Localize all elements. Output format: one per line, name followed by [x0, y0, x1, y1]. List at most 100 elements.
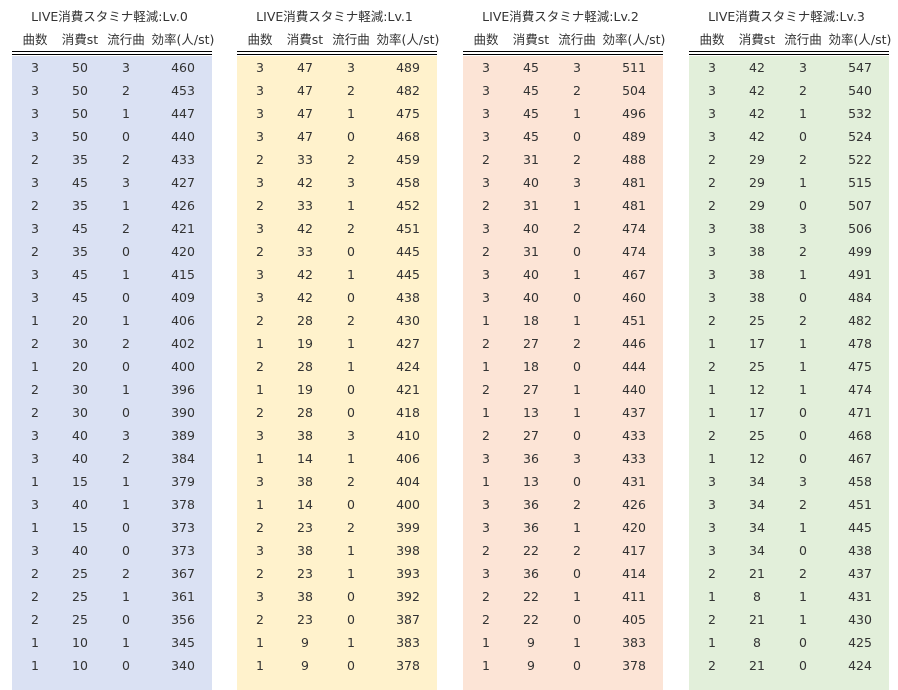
table-cell: 383	[396, 635, 420, 650]
table-row: 3 45 0 409	[2, 286, 217, 309]
table-cell: 14	[297, 451, 313, 466]
table-cell: 15	[72, 474, 88, 489]
table-cell: 399	[396, 520, 420, 535]
table-cell: 2	[256, 566, 264, 581]
table-cell: 47	[297, 83, 313, 98]
column-header: 効率(人/st)	[376, 32, 440, 47]
table-cell: 467	[848, 451, 872, 466]
table-cell: 45	[523, 83, 539, 98]
table-cell: 29	[749, 175, 765, 190]
table-cell: 0	[122, 129, 130, 144]
table-cell: 3	[31, 60, 39, 75]
table-cell: 1	[31, 658, 39, 673]
table-cell: 361	[171, 589, 195, 604]
table-cell: 3	[708, 129, 716, 144]
table-cell: 3	[708, 244, 716, 259]
table-cell: 1	[122, 635, 130, 650]
column-header: 流行曲	[558, 32, 596, 47]
table-row: 3 38 1 398	[227, 539, 442, 562]
table-cell: 9	[301, 635, 309, 650]
stamina-table-lv1: LIVE消費スタミナ軽減:Lv.1 曲数 消費st 流行曲 効率(人/st) 3 47 3 48…	[227, 0, 442, 690]
table-cell: 396	[171, 382, 195, 397]
table-cell: 1	[347, 635, 355, 650]
table-cell: 345	[171, 635, 195, 650]
table-row: 1 9 0 378	[227, 654, 442, 677]
table-cell: 3	[708, 543, 716, 558]
table-cell: 3	[708, 497, 716, 512]
table-cell: 2	[347, 83, 355, 98]
table-cell: 3	[482, 520, 490, 535]
table-cell: 21	[749, 658, 765, 673]
table-cell: 47	[297, 129, 313, 144]
table-cell: 45	[523, 106, 539, 121]
table-cell: 430	[848, 612, 872, 627]
table-cell: 25	[749, 428, 765, 443]
table-cell: 3	[31, 428, 39, 443]
column-header: 流行曲	[332, 32, 370, 47]
table-cell: 421	[171, 221, 195, 236]
table-row: 2 29 1 515	[679, 171, 894, 194]
table-cell: 1	[573, 635, 581, 650]
table-cell: 373	[171, 543, 195, 558]
table-row: 2 29 2 522	[679, 148, 894, 171]
table-row: 2 25 1 475	[679, 355, 894, 378]
table-cell: 481	[622, 198, 646, 213]
table-cell: 3	[31, 106, 39, 121]
table-cell: 42	[749, 83, 765, 98]
table-cell: 1	[799, 106, 807, 121]
table-cell: 3	[482, 497, 490, 512]
table-row: 2 27 2 446	[453, 332, 668, 355]
table-cell: 1	[256, 635, 264, 650]
table-cell: 496	[622, 106, 646, 121]
table-cell: 400	[171, 359, 195, 374]
table-cell: 10	[72, 635, 88, 650]
column-header: 流行曲	[784, 32, 822, 47]
table-cell: 33	[297, 152, 313, 167]
table-cell: 2	[708, 428, 716, 443]
table-cell: 3	[31, 451, 39, 466]
table-cell: 3	[256, 290, 264, 305]
table-title: LIVE消費スタミナ軽減:Lv.0	[31, 9, 188, 24]
table-cell: 3	[256, 83, 264, 98]
table-cell: 0	[122, 612, 130, 627]
table-cell: 489	[622, 129, 646, 144]
table-cell: 30	[72, 336, 88, 351]
table-cell: 25	[72, 589, 88, 604]
table-row: 3 40 3 481	[453, 171, 668, 194]
table-body: 3 42 3 547 3 42 2 540 3 42 1 532 3 42 0 524 2 29 2 522 2 29 1 5…	[679, 56, 894, 677]
table-cell: 21	[749, 612, 765, 627]
table-cell: 33	[297, 198, 313, 213]
table-row: 3 38 2 404	[227, 470, 442, 493]
table-cell: 40	[523, 221, 539, 236]
table-cell: 22	[523, 612, 539, 627]
table-row: 2 21 0 424	[679, 654, 894, 677]
table-row: 3 40 0 460	[453, 286, 668, 309]
table-cell: 0	[799, 658, 807, 673]
table-cell: 3	[122, 428, 130, 443]
table-cell: 2	[122, 336, 130, 351]
table-cell: 2	[31, 589, 39, 604]
table-cell: 404	[396, 474, 420, 489]
table-cell: 2	[122, 566, 130, 581]
column-header: 曲数	[699, 32, 725, 47]
table-cell: 1	[347, 359, 355, 374]
table-cell: 36	[523, 520, 539, 535]
table-cell: 384	[171, 451, 195, 466]
table-cell: 23	[297, 612, 313, 627]
table-cell: 3	[256, 221, 264, 236]
table-cell: 3	[31, 290, 39, 305]
table-cell: 1	[573, 106, 581, 121]
table-row: 1 13 1 437	[453, 401, 668, 424]
header-divider	[12, 51, 212, 52]
table-row: 3 40 1 378	[2, 493, 217, 516]
table-cell: 3	[482, 83, 490, 98]
header-divider	[689, 54, 889, 55]
table-cell: 2	[256, 520, 264, 535]
table-cell: 34	[749, 543, 765, 558]
header-divider	[12, 54, 212, 55]
header-divider	[463, 51, 663, 52]
table-cell: 417	[622, 543, 646, 558]
table-background	[237, 56, 437, 690]
table-cell: 1	[573, 267, 581, 282]
table-cell: 50	[72, 129, 88, 144]
